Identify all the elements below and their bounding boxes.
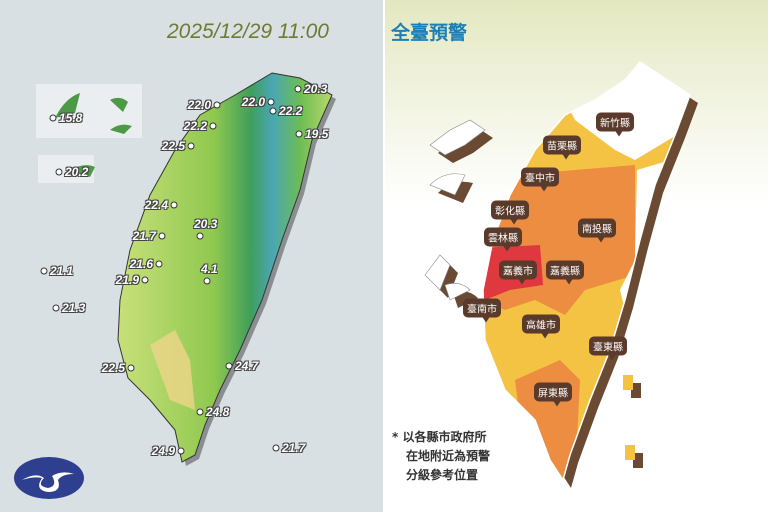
- legend-note: * 以各縣市政府所 在地附近為預警 分級參考位置: [392, 430, 491, 482]
- temperature-label: 22.5: [161, 139, 185, 153]
- temperature-label: 20.3: [304, 82, 328, 96]
- station-marker: [269, 107, 277, 115]
- station-marker: [49, 114, 57, 122]
- station-marker: [170, 201, 178, 209]
- station-marker: [267, 98, 275, 106]
- temperature-label: 15.8: [59, 111, 83, 125]
- temperature-label: 4.1: [201, 262, 218, 276]
- temperature-label: 22.4: [144, 198, 168, 212]
- temperature-label: 22.0: [241, 95, 265, 109]
- region-label: 高雄市: [522, 314, 560, 339]
- region-label: 彰化縣: [491, 200, 529, 225]
- region-label: 臺東縣: [589, 336, 627, 361]
- temperature-label: 20.3: [194, 217, 218, 231]
- temperature-label: 24.7: [235, 359, 259, 373]
- station-marker: [158, 232, 166, 240]
- station-marker: [196, 408, 204, 416]
- station-marker: [203, 277, 211, 285]
- station-marker: [52, 304, 60, 312]
- station-marker: [55, 168, 63, 176]
- timestamp: 2025/12/29 11:00: [167, 20, 329, 43]
- station-marker: [295, 130, 303, 138]
- station-marker: [187, 142, 195, 150]
- temperature-label: 21.1: [50, 264, 74, 278]
- warning-map-panel: 新竹縣 苗栗縣臺中市彰化縣 雲林縣嘉義市 嘉義縣 南投縣臺南市 高雄市臺東縣 屏東縣: [385, 0, 768, 512]
- station-marker: [40, 267, 48, 275]
- region-label: 嘉義縣: [546, 260, 584, 285]
- temperature-label: 21.3: [62, 301, 86, 315]
- temperature-label: 21.6: [129, 257, 153, 271]
- region-label: 屏東縣: [534, 382, 572, 407]
- temperature-label: 22.0: [187, 98, 211, 112]
- temperature-label: 19.5: [305, 127, 329, 141]
- temperature-label: 24.8: [206, 405, 230, 419]
- station-marker: [213, 101, 221, 109]
- station-marker: [225, 362, 233, 370]
- station-marker: [177, 447, 185, 455]
- region-label: 臺中市: [521, 167, 559, 192]
- temperature-label: 22.2: [279, 104, 303, 118]
- region-label: 嘉義市: [499, 260, 537, 285]
- asterisk-icon: *: [392, 430, 399, 444]
- region-label: 臺南市: [463, 298, 501, 323]
- temperature-label: 24.9: [151, 444, 175, 458]
- temperature-label: 21.7: [282, 441, 306, 455]
- region-label: 新竹縣: [596, 112, 634, 137]
- station-marker: [294, 85, 302, 93]
- station-marker: [141, 276, 149, 284]
- temperature-label: 20.2: [65, 165, 89, 179]
- temperature-map-panel: 2025/12/29 11:00 15.8 20.2 22.0 22.2 22.5 22.…: [0, 0, 383, 512]
- taiwan-warning-map: [424, 61, 698, 488]
- region-label: 南投縣: [578, 218, 616, 243]
- station-marker: [272, 444, 280, 452]
- temperature-label: 21.9: [115, 273, 139, 287]
- station-marker: [155, 260, 163, 268]
- temperature-label: 22.5: [101, 361, 125, 375]
- temperature-label: 21.7: [132, 229, 156, 243]
- taiwan-terrain-map: [36, 72, 336, 466]
- temperature-label: 22.2: [183, 119, 207, 133]
- station-marker: [209, 122, 217, 130]
- warning-title: 全臺預警: [391, 22, 468, 44]
- region-label: 苗栗縣: [543, 135, 581, 160]
- region-label: 雲林縣: [484, 227, 522, 252]
- station-marker: [196, 232, 204, 240]
- station-marker: [127, 364, 135, 372]
